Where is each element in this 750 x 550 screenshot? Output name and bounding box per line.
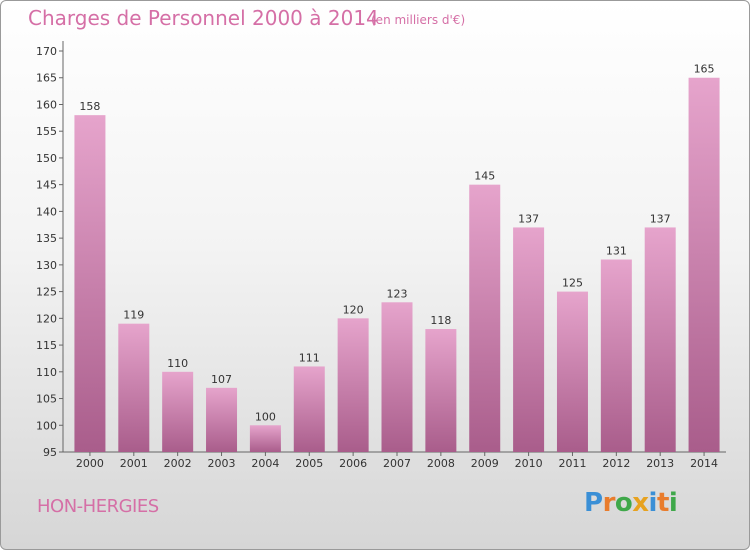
axes: 95 100 105 110 115 120 125 130 135 140 145 150 155 16…	[36, 41, 726, 470]
bar	[118, 323, 150, 452]
y-tick-label: 135	[36, 232, 57, 245]
bar-value-label: 100	[255, 410, 276, 423]
y-tick-label: 105	[36, 393, 57, 406]
bar-value-label: 145	[474, 170, 495, 183]
bar	[513, 227, 545, 452]
logo-letter: o	[614, 488, 633, 518]
x-tick-label: 2007	[383, 457, 411, 470]
y-tick-label: 140	[36, 205, 57, 218]
bar-value-label: 125	[562, 277, 583, 290]
commune-name: HON-HERGIES	[37, 496, 159, 517]
bar	[688, 77, 720, 452]
logo-letter: i	[668, 488, 678, 518]
bar	[206, 387, 238, 452]
x-tick-label: 2011	[558, 457, 586, 470]
bar	[337, 318, 369, 452]
y-tick-label: 150	[36, 152, 57, 165]
x-tick-label: 2003	[208, 457, 236, 470]
x-tick-label: 2001	[120, 457, 148, 470]
y-tick-label: 155	[36, 125, 57, 138]
bars: 158 119 110 107 100 111 120 123 118 145 137 125 131 1…	[74, 63, 720, 452]
y-tick-label: 115	[36, 339, 57, 352]
bar	[162, 371, 194, 452]
bar	[249, 425, 281, 452]
x-tick-label: 2006	[339, 457, 367, 470]
bar	[644, 227, 676, 452]
y-tick-label: 95	[43, 446, 57, 459]
x-tick-label: 2002	[164, 457, 192, 470]
bar	[469, 184, 501, 452]
logo-letter: t	[656, 488, 669, 518]
bar-value-label: 107	[211, 373, 232, 386]
x-tick-label: 2013	[646, 457, 674, 470]
x-tick-label: 2010	[515, 457, 543, 470]
x-tick-label: 2014	[690, 457, 718, 470]
x-tick-label: 2008	[427, 457, 455, 470]
x-tick-label: 2004	[251, 457, 279, 470]
x-tick-label: 2009	[471, 457, 499, 470]
y-tick-label: 110	[36, 366, 57, 379]
x-tick-label: 2012	[602, 457, 630, 470]
bar-value-label: 123	[387, 287, 408, 300]
chart-title: Charges de Personnel 2000 à 2014	[28, 6, 379, 30]
y-tick-label: 100	[36, 419, 57, 432]
bar-value-label: 137	[650, 212, 671, 225]
logo-letter: P	[584, 488, 603, 518]
proxiti-logo: Proxiti	[584, 488, 678, 518]
x-tick-label: 2000	[76, 457, 104, 470]
bar-value-label: 158	[79, 100, 100, 113]
logo-letter: i	[648, 488, 658, 518]
y-tick-label: 145	[36, 179, 57, 192]
x-tick-label: 2005	[295, 457, 323, 470]
bar-value-label: 119	[123, 309, 144, 322]
bar-value-label: 111	[299, 351, 320, 364]
logo-letter: x	[632, 488, 649, 518]
bar	[381, 302, 413, 452]
y-tick-label: 130	[36, 259, 57, 272]
y-tick-label: 120	[36, 312, 57, 325]
bar	[293, 366, 325, 452]
bar	[74, 115, 106, 452]
y-tick-label: 160	[36, 98, 57, 111]
bar-value-label: 120	[343, 303, 364, 316]
bar	[425, 329, 457, 452]
y-tick-label: 125	[36, 286, 57, 299]
bar-value-label: 118	[430, 314, 451, 327]
bar	[600, 259, 632, 452]
logo-letter: r	[602, 488, 616, 518]
bar-value-label: 137	[518, 212, 539, 225]
bar-value-label: 131	[606, 245, 627, 258]
chart-subtitle: (en milliers d'€)	[371, 13, 466, 27]
y-tick-label: 165	[36, 72, 57, 85]
bar	[556, 291, 588, 452]
bar-value-label: 165	[694, 63, 715, 76]
y-tick-label: 170	[36, 45, 57, 58]
bar-value-label: 110	[167, 357, 188, 370]
